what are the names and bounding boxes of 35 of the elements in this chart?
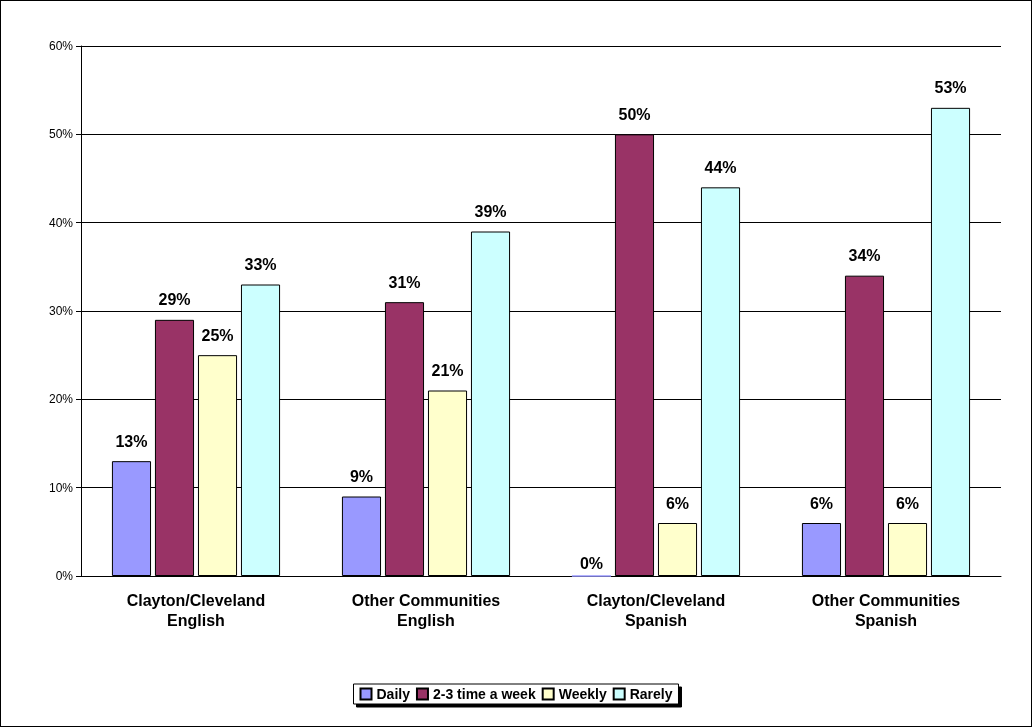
y-tick-label: 60% — [48, 39, 74, 53]
data-label: 6% — [895, 494, 920, 512]
data-label: 25% — [201, 326, 234, 344]
y-tick-label: 50% — [48, 127, 74, 142]
data-label: 53% — [934, 79, 967, 97]
bar — [887, 523, 928, 576]
data-label: 9% — [349, 468, 374, 485]
bar — [341, 496, 382, 576]
bar — [801, 523, 842, 576]
data-label: 31% — [388, 273, 421, 291]
y-tick-label: 40% — [48, 215, 74, 230]
legend-label: Daily — [376, 686, 411, 702]
data-label: 0% — [579, 555, 604, 572]
x-tick-label: Other Communities Spanish — [811, 591, 961, 629]
y-tick-label: 30% — [48, 304, 74, 318]
x-tick-label: Other Communities English — [351, 591, 501, 629]
x-tick-label: Clayton/Cleveland Spanish — [586, 591, 726, 629]
y-tick-label: 20% — [48, 392, 74, 407]
legend-label: 2-3 time a week — [432, 686, 536, 702]
legend-label: Rarely — [629, 686, 673, 702]
data-label: 33% — [244, 256, 277, 273]
x-tick-label: Clayton/Cleveland English — [126, 591, 266, 629]
data-label: 39% — [474, 203, 507, 220]
data-label: 13% — [115, 432, 148, 450]
data-label: 6% — [809, 494, 834, 512]
data-label: 50% — [618, 105, 651, 123]
y-tick-label: 10% — [48, 480, 74, 495]
data-label: 44% — [704, 158, 737, 176]
data-label: 34% — [848, 247, 881, 265]
data-label: 6% — [665, 494, 690, 512]
data-label: 21% — [431, 362, 464, 379]
legend-label: Weekly — [558, 686, 607, 702]
bar — [657, 523, 698, 576]
data-label: 29% — [158, 291, 191, 309]
y-tick-label: 0% — [55, 569, 74, 583]
